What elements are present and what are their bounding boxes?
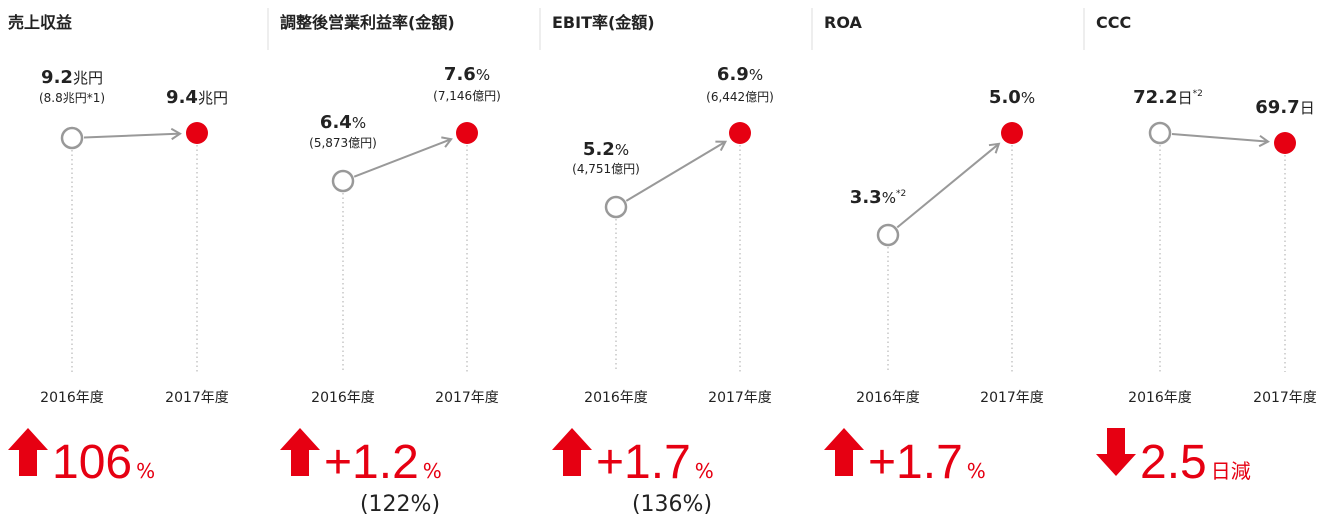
- panel-title: 調整後営業利益率(金額): [280, 13, 455, 32]
- change-arrow: [552, 428, 592, 476]
- change-value: +1.2: [324, 436, 419, 489]
- year-label: 2016年度: [856, 390, 920, 406]
- value-label: 72.2日*2: [1133, 87, 1203, 108]
- arrow-head: [715, 140, 728, 152]
- sub-label: (4,751億円): [572, 162, 640, 176]
- start-point: [331, 169, 355, 193]
- unit: 日: [1178, 89, 1193, 107]
- note: *2: [1193, 89, 1203, 99]
- value: 3.3: [850, 187, 882, 208]
- trend-arrow: [1171, 132, 1269, 143]
- year-label: 2017年度: [1253, 390, 1317, 406]
- sub-label: (5,873億円): [309, 136, 377, 150]
- change-arrow: [280, 428, 320, 476]
- year-label: 2017年度: [980, 390, 1044, 406]
- unit: %: [352, 114, 366, 132]
- unit: %: [615, 141, 629, 159]
- change-unit: %: [967, 459, 986, 483]
- change-arrow: [824, 428, 864, 476]
- sub-label: (6,442億円): [706, 90, 774, 104]
- value-label: 5.2%: [583, 139, 629, 160]
- value: 5.0: [989, 87, 1021, 108]
- arrow-head: [988, 142, 1001, 154]
- value-label: 6.4%: [320, 112, 366, 133]
- start-point: [604, 195, 628, 219]
- value: 69.7: [1255, 97, 1299, 118]
- change-label: 2.5 日減: [1140, 436, 1251, 489]
- start-point: [1148, 121, 1172, 145]
- change-value: 2.5: [1140, 436, 1207, 489]
- trend-arrow: [353, 138, 452, 178]
- arrow-head: [170, 127, 182, 141]
- unit: 日: [1300, 99, 1315, 117]
- value-label: 69.7日: [1255, 97, 1314, 118]
- trend-arrow: [896, 143, 1000, 229]
- value-label: 9.4兆円: [166, 87, 228, 108]
- value-label: 6.9%: [717, 64, 763, 85]
- value-label: 3.3%*2: [850, 187, 906, 208]
- year-label: 2016年度: [1128, 390, 1192, 406]
- panel-title: ROA: [824, 13, 862, 32]
- start-point: [60, 126, 84, 150]
- end-point: [1274, 132, 1296, 154]
- value-label: 7.6%: [444, 64, 490, 85]
- value-label: 5.0%: [989, 87, 1035, 108]
- end-point: [1001, 122, 1023, 144]
- change-arrow: [8, 428, 48, 476]
- change-value: 106: [52, 436, 132, 489]
- year-label: 2017年度: [435, 390, 499, 406]
- change-sub: (122%): [360, 492, 440, 517]
- start-point: [876, 223, 900, 247]
- year-label: 2017年度: [708, 390, 772, 406]
- value: 7.6: [444, 64, 476, 85]
- end-point: [456, 122, 478, 144]
- end-point: [186, 122, 208, 144]
- year-label: 2016年度: [40, 390, 104, 406]
- change-unit: %: [695, 459, 714, 483]
- trend-arrow: [625, 140, 726, 202]
- arrow-head: [441, 136, 453, 148]
- change-sub: (136%): [632, 492, 712, 517]
- value: 9.2: [41, 67, 73, 88]
- value: 6.4: [320, 112, 352, 133]
- value: 5.2: [583, 139, 615, 160]
- panel-title: CCC: [1096, 13, 1131, 32]
- value-label: 9.2兆円: [41, 67, 103, 88]
- change-unit: %: [136, 459, 155, 483]
- change-unit: %: [423, 459, 442, 483]
- note: *2: [896, 189, 906, 199]
- change-label: +1.7%: [868, 436, 986, 489]
- end-point: [729, 122, 751, 144]
- unit: 兆円: [73, 69, 103, 87]
- unit: 兆円: [198, 89, 228, 107]
- year-label: 2016年度: [311, 390, 375, 406]
- change-label: 106%: [52, 436, 155, 489]
- change-unit: 日減: [1211, 459, 1251, 483]
- unit: %: [749, 66, 763, 84]
- arrow-head: [1258, 134, 1270, 148]
- sub-label: (7,146億円): [433, 89, 501, 103]
- sub-label: (8.8兆円*1): [39, 91, 105, 105]
- change-arrow: [1096, 428, 1136, 476]
- value: 72.2: [1133, 87, 1177, 108]
- year-label: 2017年度: [165, 390, 229, 406]
- unit: %: [1021, 89, 1035, 107]
- panel-title: 売上収益: [8, 13, 72, 32]
- change-value: +1.7: [868, 436, 963, 489]
- unit: %: [476, 66, 490, 84]
- value: 6.9: [717, 64, 749, 85]
- unit: %: [882, 189, 896, 207]
- change-label: +1.7%: [596, 436, 714, 489]
- year-label: 2016年度: [584, 390, 648, 406]
- panel-title: EBIT率(金額): [552, 13, 655, 32]
- value: 9.4: [166, 87, 198, 108]
- trend-arrow: [83, 132, 181, 139]
- change-label: +1.2%: [324, 436, 442, 489]
- change-value: +1.7: [596, 436, 691, 489]
